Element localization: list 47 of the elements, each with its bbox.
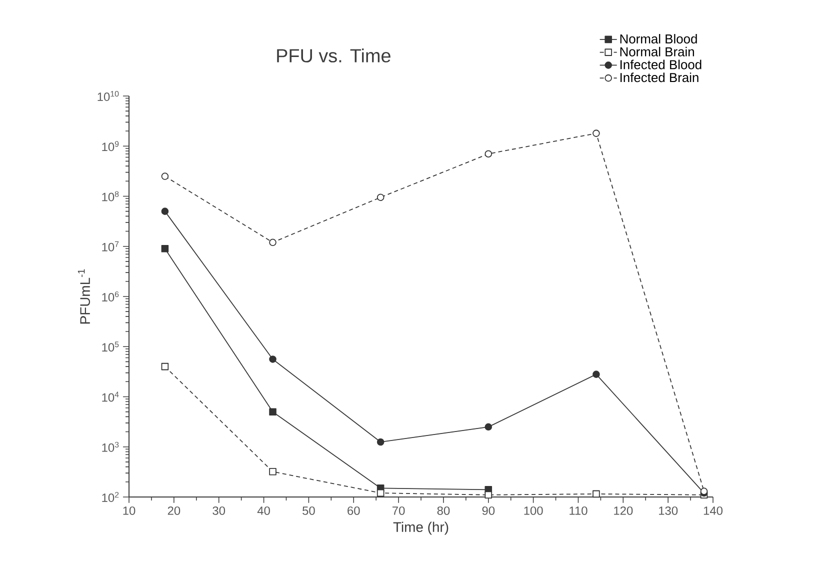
point <box>592 130 600 137</box>
x-tick-label: 70 <box>392 506 405 515</box>
x-tick-label: 110 <box>570 506 588 515</box>
point <box>484 150 492 158</box>
chart-title: PFU vs. Time <box>277 48 390 62</box>
x-tick-label: 60 <box>348 506 360 515</box>
y-tick-label: 10$^{10}$ <box>98 90 119 101</box>
y-tick-label: 10$^{5}$ <box>102 342 119 352</box>
legend-label: Normal Blood <box>620 34 697 44</box>
point <box>269 408 276 416</box>
x-axis-title: Time (hr) <box>393 522 448 535</box>
y-tick-label: 10$^{6}$ <box>102 291 119 302</box>
y-tick-label: 10$^{4}$ <box>102 392 119 402</box>
point <box>161 172 169 180</box>
y-tick-label: 10$^{3}$ <box>102 442 119 452</box>
x-tick-label: 20 <box>168 506 180 515</box>
x-tick-label: 80 <box>437 506 450 515</box>
x-tick-label: 40 <box>257 506 270 515</box>
x-tick-label: 50 <box>302 506 315 515</box>
x-tick-label: 100 <box>524 506 543 515</box>
point <box>484 423 492 431</box>
x-tick-label: 120 <box>614 506 633 515</box>
point <box>592 490 600 498</box>
y-tick-label: 10$^{7}$ <box>102 241 119 252</box>
y-axis-title: PFUmL$^{-1}$ <box>78 269 90 324</box>
x-tick-label: 130 <box>659 506 678 515</box>
point <box>161 362 169 370</box>
y-tick-label: 10$^{8}$ <box>102 191 119 202</box>
point <box>269 356 276 363</box>
y-tick-label: 10$^{9}$ <box>102 141 119 152</box>
point <box>376 194 384 201</box>
point <box>269 468 276 476</box>
point <box>269 238 276 246</box>
y-tick-label: 10$^{2}$ <box>102 492 119 502</box>
legend-label: Normal Brain <box>620 46 694 56</box>
point <box>376 438 384 446</box>
point <box>484 491 492 499</box>
point <box>161 208 169 215</box>
point <box>592 370 600 378</box>
point <box>161 245 169 252</box>
legend-label: Infected Brain <box>620 72 698 82</box>
x-tick-label: 10 <box>123 506 136 515</box>
x-tick-label: 90 <box>482 506 495 515</box>
x-tick-label: 140 <box>704 506 723 515</box>
legend-label: Infected Blood <box>620 60 702 70</box>
point <box>376 489 384 497</box>
x-tick-label: 30 <box>212 506 226 515</box>
